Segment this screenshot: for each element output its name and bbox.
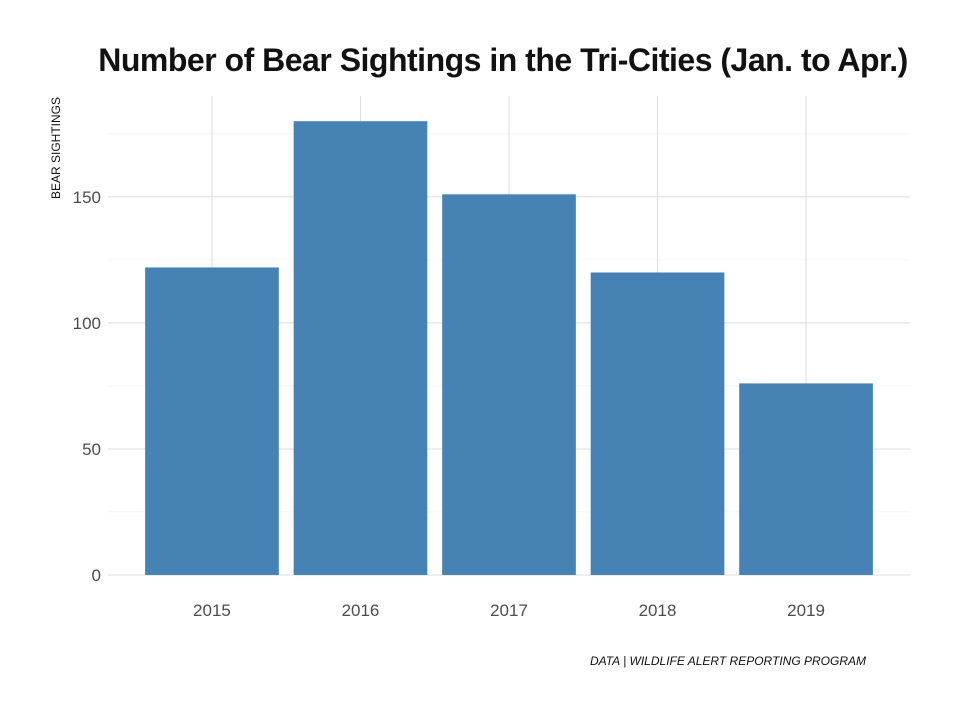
- y-axis-ticks: 0 50 100 150: [73, 188, 101, 585]
- chart-title: Number of Bear Sightings in the Tri-Citi…: [98, 42, 908, 78]
- y-tick-label: 150: [73, 188, 101, 207]
- y-axis-label: BEAR SIGHTINGS: [49, 97, 63, 199]
- bar-2017: [442, 194, 576, 576]
- data-source-caption: DATA | WILDLIFE ALERT REPORTING PROGRAM: [589, 654, 866, 668]
- bars: [145, 121, 873, 576]
- y-tick-label: 50: [82, 440, 101, 459]
- bar-2019: [739, 383, 873, 575]
- x-tick-label: 2015: [193, 601, 231, 620]
- bar-2016: [293, 121, 428, 576]
- x-tick-label: 2019: [787, 601, 825, 620]
- bar-2018: [590, 272, 725, 575]
- bar-2015: [145, 267, 279, 575]
- y-tick-label: 0: [92, 566, 101, 585]
- x-tick-label: 2017: [490, 601, 528, 620]
- x-tick-label: 2018: [639, 601, 677, 620]
- x-axis-ticks: 2015 2016 2017 2018 2019: [193, 601, 825, 620]
- y-tick-label: 100: [73, 314, 101, 333]
- x-tick-label: 2016: [342, 601, 380, 620]
